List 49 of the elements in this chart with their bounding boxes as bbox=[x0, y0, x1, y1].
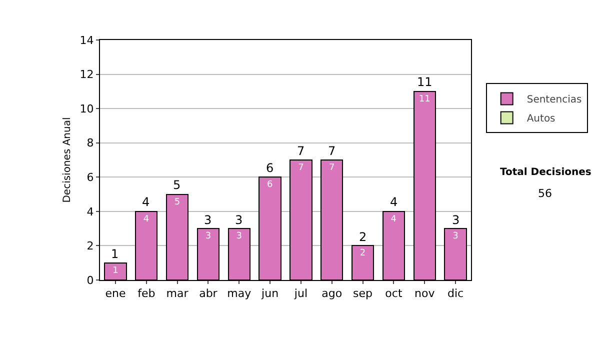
data-label: 4 bbox=[390, 214, 397, 224]
total-label: 3 bbox=[204, 213, 212, 227]
x-tick-label: jun bbox=[260, 287, 279, 300]
total-label: 11 bbox=[417, 75, 432, 89]
x-tick-label: jul bbox=[293, 287, 308, 300]
total-label: 4 bbox=[390, 195, 398, 209]
x-tick-label: nov bbox=[414, 287, 436, 300]
data-label: 7 bbox=[298, 163, 304, 173]
data-label: 11 bbox=[418, 94, 430, 104]
data-label: 1 bbox=[112, 266, 118, 276]
total-label: 3 bbox=[235, 213, 243, 227]
y-tick-label: 10 bbox=[80, 102, 94, 116]
x-tick-label: ago bbox=[322, 287, 342, 300]
y-tick-label: 0 bbox=[86, 274, 94, 287]
y-axis-title: Decisiones Anual bbox=[62, 117, 73, 203]
total-label: 5 bbox=[173, 178, 181, 192]
y-tick-label: 12 bbox=[80, 68, 94, 82]
x-tick-label: ene bbox=[105, 287, 126, 300]
x-tick-label: feb bbox=[138, 287, 156, 300]
x-tick-label: dic bbox=[447, 287, 464, 300]
data-label: 4 bbox=[143, 214, 150, 224]
total-label: 2 bbox=[359, 230, 367, 244]
data-label: 3 bbox=[205, 232, 212, 242]
total-label: 7 bbox=[297, 144, 305, 158]
total-label: 4 bbox=[142, 195, 150, 209]
total-label: 3 bbox=[452, 213, 460, 227]
y-tick-label: 8 bbox=[86, 136, 94, 150]
y-tick-label: 4 bbox=[86, 205, 94, 218]
data-label: 3 bbox=[236, 232, 242, 242]
total-label: 7 bbox=[328, 144, 336, 158]
x-tick-label: oct bbox=[385, 287, 403, 300]
total-label: 1 bbox=[111, 247, 119, 261]
y-tick-label: 14 bbox=[80, 34, 94, 47]
data-label: 6 bbox=[267, 180, 274, 190]
text: Total Decisiones bbox=[500, 167, 592, 178]
x-tick-label: sep bbox=[353, 287, 373, 300]
total-label: 6 bbox=[266, 161, 274, 175]
x-tick-label: mar bbox=[166, 287, 189, 300]
data-label: 5 bbox=[174, 197, 180, 208]
data-label: 3 bbox=[452, 232, 458, 242]
legend-label: Sentencias bbox=[526, 94, 582, 106]
data-label: 2 bbox=[360, 248, 366, 259]
text: 56 bbox=[538, 187, 552, 200]
legend-label: Autos bbox=[526, 114, 556, 125]
x-tick-label: may bbox=[227, 287, 252, 300]
x-tick-label: abr bbox=[199, 287, 218, 300]
data-label: 7 bbox=[329, 163, 335, 173]
y-tick-label: 2 bbox=[86, 240, 94, 253]
y-tick-label: 6 bbox=[86, 170, 94, 184]
